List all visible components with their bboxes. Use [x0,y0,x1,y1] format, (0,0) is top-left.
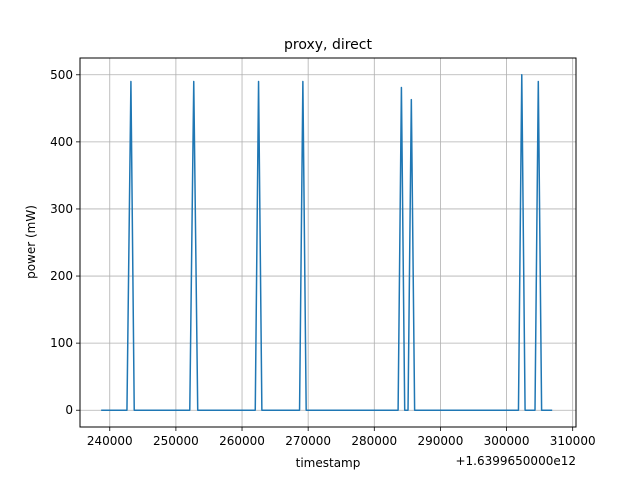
y-tick-label: 400 [50,135,73,149]
x-tick-label: 280000 [351,434,397,448]
y-tick-label: 0 [65,403,73,417]
power-series-line [101,74,553,411]
y-axis-label: power (mW) [24,205,38,279]
x-tick-label: 310000 [550,434,596,448]
chart-title: proxy, direct [284,37,372,53]
x-axis-offset-label: +1.6399650000e12 [455,454,576,468]
x-axis: 240000 250000 260000 270000 280000 290000 3000… [87,427,596,448]
y-tick-label: 500 [50,68,73,82]
x-tick-label: 260000 [219,434,265,448]
x-tick-label: 300000 [484,434,530,448]
x-tick-label: 290000 [418,434,464,448]
y-tick-label: 300 [50,202,73,216]
y-tick-label: 200 [50,269,73,283]
grid [80,58,576,427]
plot-area [101,74,553,411]
x-tick-label: 250000 [153,434,199,448]
x-axis-label: timestamp [296,456,361,470]
x-tick-label: 240000 [87,434,133,448]
y-tick-label: 100 [50,336,73,350]
y-axis: 0 100 200 300 400 500 [50,68,80,417]
x-tick-label: 270000 [285,434,331,448]
plot-frame [79,57,577,428]
